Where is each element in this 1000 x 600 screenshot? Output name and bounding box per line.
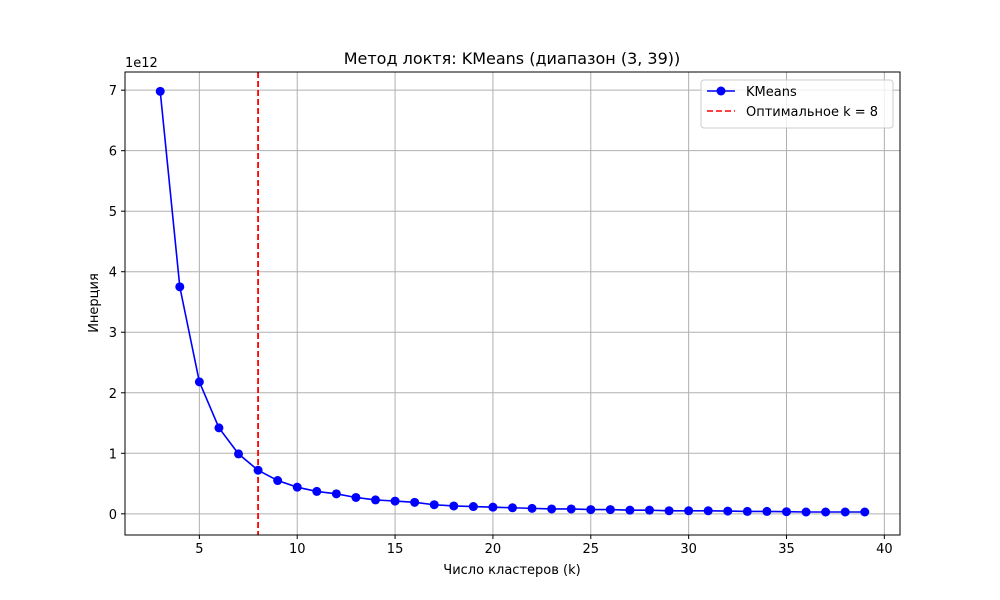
data-point bbox=[703, 506, 713, 516]
y-tick-label: 1 bbox=[109, 447, 117, 462]
y-offset-label: 1e12 bbox=[125, 56, 158, 71]
x-tick-label: 15 bbox=[387, 542, 404, 557]
legend: KMeans Оптимальное k = 8 bbox=[700, 79, 894, 129]
data-point bbox=[429, 500, 439, 510]
data-point bbox=[821, 507, 831, 517]
x-axis-ticks: 5 10 15 20 25 30 35 40 bbox=[195, 535, 893, 557]
data-point bbox=[292, 482, 302, 492]
data-point bbox=[371, 495, 381, 505]
x-tick-label: 35 bbox=[778, 542, 795, 557]
data-point bbox=[605, 505, 615, 515]
data-point bbox=[742, 506, 752, 516]
plot-frame bbox=[124, 71, 901, 536]
y-axis-ticks: 0 1 2 3 4 5 6 7 bbox=[109, 84, 125, 523]
data-point bbox=[508, 503, 517, 513]
data-point bbox=[860, 507, 870, 517]
data-point bbox=[468, 502, 478, 512]
data-point bbox=[312, 486, 322, 496]
data-point bbox=[194, 377, 204, 387]
x-tick-label: 5 bbox=[195, 542, 203, 557]
y-tick-label: 6 bbox=[109, 145, 117, 160]
data-point bbox=[801, 507, 811, 517]
y-tick-label: 0 bbox=[109, 508, 117, 523]
data-point bbox=[488, 502, 498, 512]
data-point bbox=[840, 507, 850, 517]
data-point bbox=[273, 476, 283, 486]
data-point bbox=[762, 506, 772, 516]
data-point bbox=[527, 503, 537, 513]
data-point bbox=[586, 505, 596, 515]
legend-kmeans-marker bbox=[716, 86, 726, 96]
data-point bbox=[331, 489, 341, 499]
x-tick-label: 25 bbox=[583, 542, 600, 557]
grid bbox=[125, 72, 900, 535]
x-axis-label: Число кластеров (k) bbox=[443, 563, 580, 578]
y-tick-label: 5 bbox=[109, 205, 117, 220]
data-point bbox=[175, 282, 185, 292]
data-point bbox=[723, 506, 733, 516]
data-point bbox=[390, 496, 400, 506]
series-line-kmeans bbox=[159, 91, 865, 513]
data-point bbox=[214, 423, 224, 433]
data-point bbox=[234, 449, 244, 459]
data-point bbox=[410, 497, 420, 507]
data-point bbox=[351, 492, 361, 502]
series-layer bbox=[155, 86, 870, 517]
data-point bbox=[155, 86, 165, 96]
y-tick-label: 4 bbox=[109, 266, 117, 281]
data-point bbox=[664, 506, 674, 516]
x-tick-label: 40 bbox=[876, 542, 893, 557]
data-point bbox=[625, 505, 635, 515]
y-tick-label: 2 bbox=[109, 387, 117, 402]
x-tick-label: 30 bbox=[680, 542, 697, 557]
data-point bbox=[781, 507, 791, 517]
data-point bbox=[449, 501, 459, 511]
data-point bbox=[644, 505, 654, 515]
legend-kmeans-label: KMeans bbox=[746, 85, 797, 100]
x-tick-label: 10 bbox=[289, 542, 306, 557]
legend-box bbox=[700, 79, 894, 129]
x-tick-label: 20 bbox=[485, 542, 502, 557]
data-point bbox=[547, 504, 557, 514]
data-point bbox=[566, 504, 576, 514]
y-axis-label: Инерция bbox=[87, 273, 102, 333]
chart-title: Метод локтя: KMeans (диапазон (3, 39)) bbox=[344, 49, 681, 68]
legend-optimal-k-label: Оптимальное k = 8 bbox=[746, 105, 878, 120]
y-tick-label: 3 bbox=[109, 326, 117, 341]
y-tick-label: 7 bbox=[109, 84, 117, 99]
data-point bbox=[253, 465, 263, 475]
data-point bbox=[684, 506, 694, 516]
